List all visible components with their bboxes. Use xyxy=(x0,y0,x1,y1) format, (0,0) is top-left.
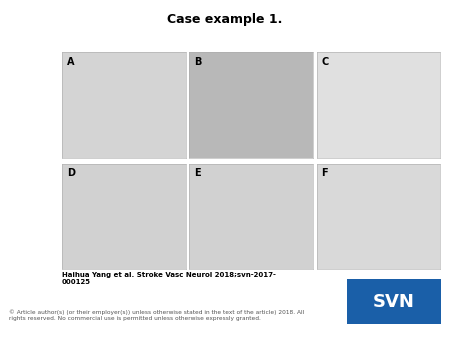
Text: Haihua Yang et al. Stroke Vasc Neurol 2018;svn-2017-
000125: Haihua Yang et al. Stroke Vasc Neurol 20… xyxy=(62,272,276,285)
Text: C: C xyxy=(321,56,328,67)
Text: B: B xyxy=(194,56,202,67)
Text: © Article author(s) (or their employer(s)) unless otherwise stated in the text o: © Article author(s) (or their employer(s… xyxy=(9,309,304,321)
Text: A: A xyxy=(67,56,75,67)
Text: E: E xyxy=(194,168,201,178)
Text: F: F xyxy=(321,168,328,178)
Text: SVN: SVN xyxy=(373,293,415,311)
Text: D: D xyxy=(67,168,75,178)
Text: Case example 1.: Case example 1. xyxy=(167,13,283,26)
